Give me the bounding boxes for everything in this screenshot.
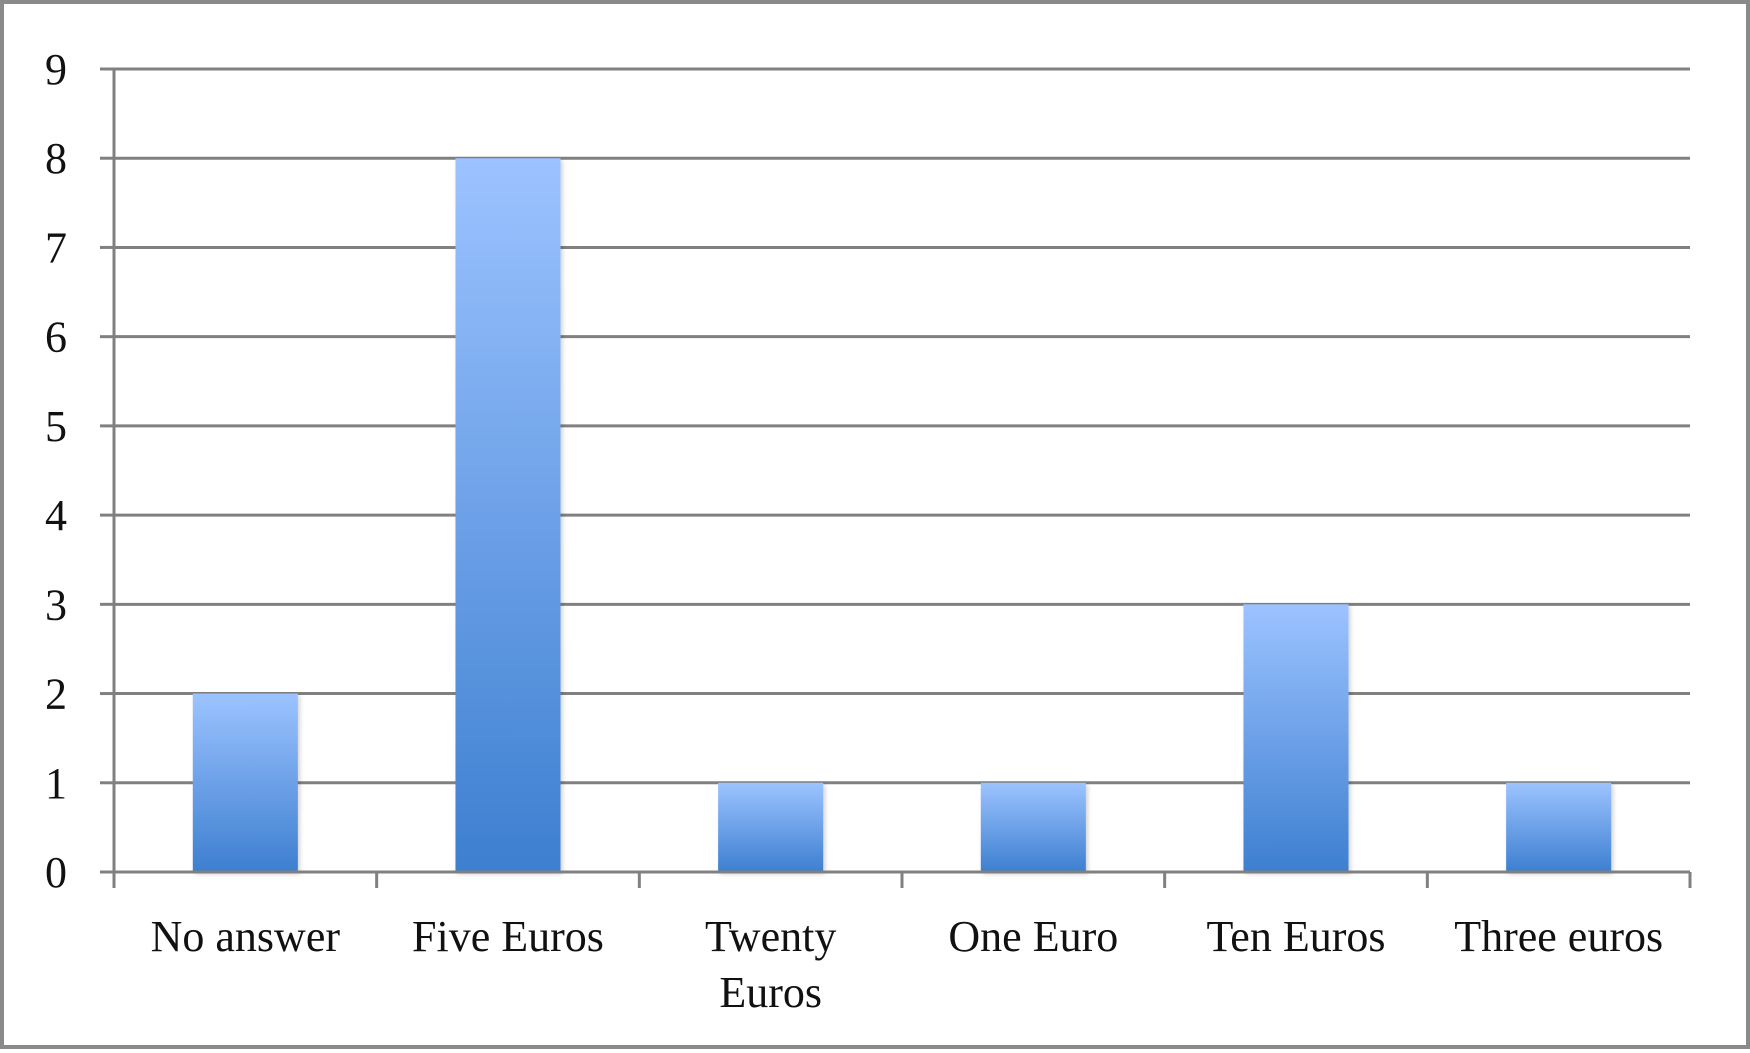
y-tick-labels: 0 1 2 3 4 5 6 7 8 9 [45,45,67,897]
y-tick-label: 9 [45,45,67,94]
bar [192,693,298,872]
bars [192,158,1612,872]
y-tick-label: 6 [45,313,67,362]
x-category-label: Twenty Euros [705,912,836,1017]
x-category-label: No answer [151,912,341,961]
axes [100,67,1692,888]
x-category-labels: No answer Five Euros Twenty Euros One Euro Te… [151,912,1663,1017]
y-tick-label: 5 [45,402,67,451]
y-tick-label: 3 [45,580,67,629]
y-tick-label: 1 [45,759,67,808]
y-tick-label: 4 [45,491,67,540]
x-category-label: Three euros [1454,912,1663,961]
x-category-label: One Euro [948,912,1118,961]
x-category-label: Ten Euros [1207,912,1386,961]
y-tick-label: 2 [45,670,67,719]
bar [718,782,824,872]
bar [980,782,1086,872]
bar [455,158,561,872]
bar [1243,604,1349,872]
bar [1506,782,1612,872]
y-tick-label: 0 [45,848,67,897]
gridlines [114,67,1690,785]
y-tick-label: 8 [45,134,67,183]
x-category-label: Five Euros [412,912,604,961]
bar-chart: 0 1 2 3 4 5 6 7 8 9 No answer Five Euros Twenty Euro… [45,45,1692,1017]
y-tick-label: 7 [45,223,67,272]
